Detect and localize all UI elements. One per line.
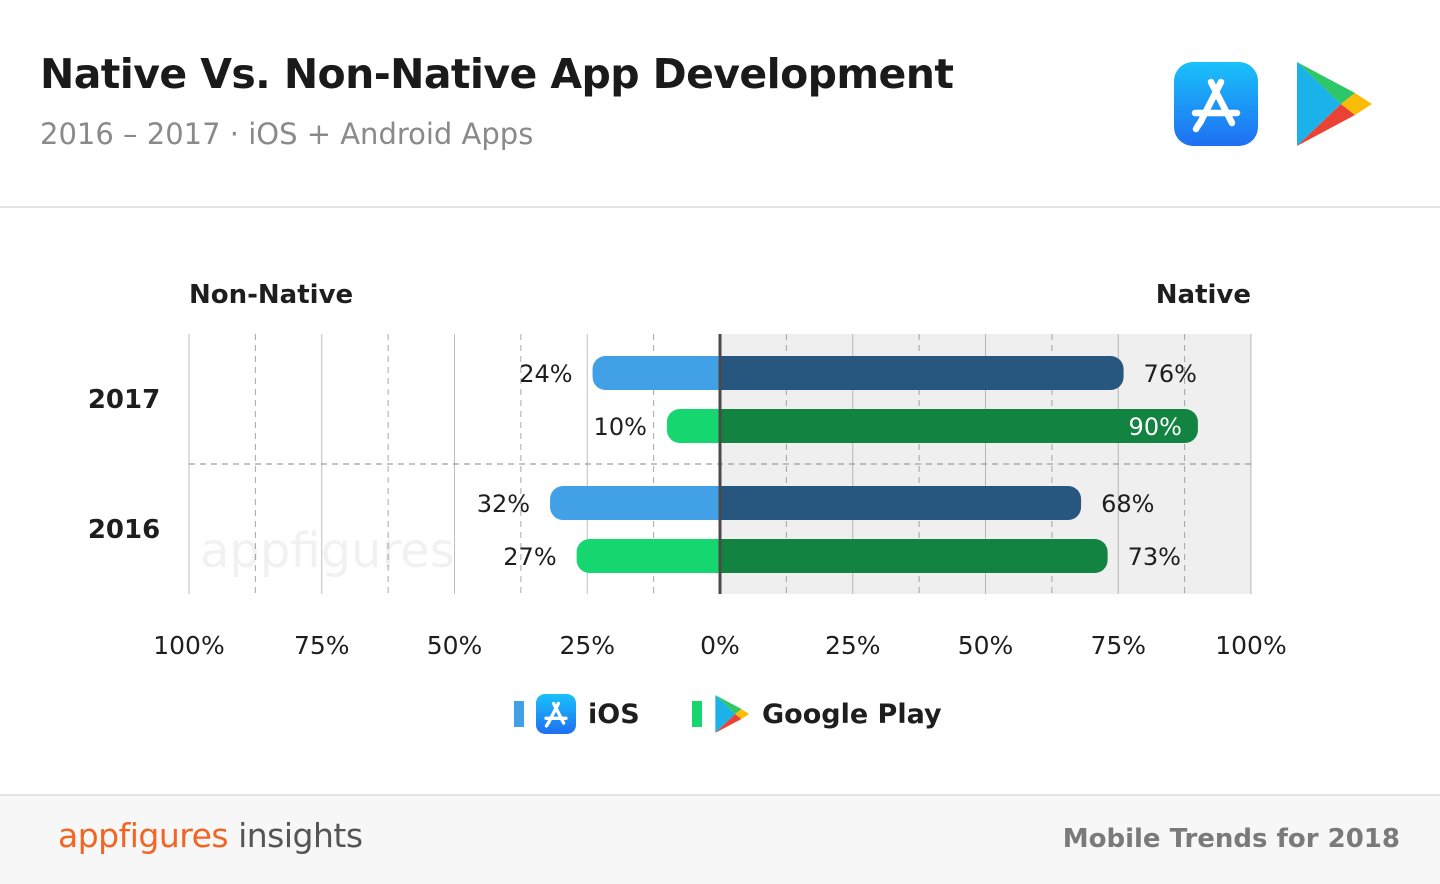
ios-native-bar <box>720 486 1082 520</box>
google-play-non-native-bar <box>576 539 720 573</box>
x-tick-label: 75% <box>294 631 350 660</box>
footer: appfigures insights Mobile Trends for 20… <box>0 796 1440 884</box>
non-native-value-label: 10% <box>594 413 647 441</box>
ios-legend-swatch <box>514 701 524 727</box>
google-play-icon <box>715 695 750 733</box>
brand-logo: appfigures insights <box>58 816 363 855</box>
ios-non-native-bar <box>592 356 720 390</box>
x-tick-label: 50% <box>958 631 1014 660</box>
x-tick-label: 100% <box>1215 631 1286 660</box>
native-label: Native <box>1156 280 1251 310</box>
non-native-value-label: 27% <box>503 543 556 571</box>
ios-native-bar <box>720 356 1124 390</box>
google-play-native-bar <box>720 409 1198 443</box>
header-divider <box>0 206 1440 208</box>
footer-divider <box>0 794 1440 796</box>
report-name: Mobile Trends for 2018 <box>1062 824 1400 854</box>
legend-google-play: Google Play <box>692 694 942 734</box>
x-tick-label: 100% <box>153 631 224 660</box>
x-tick-label: 75% <box>1090 631 1146 660</box>
native-value-label: 76% <box>1144 360 1197 388</box>
brand-suffix: insights <box>228 816 363 855</box>
non-native-label: Non-Native <box>189 280 353 310</box>
legend-ios: iOS <box>514 694 640 734</box>
native-value-label: 90% <box>1129 413 1182 441</box>
year-label: 2017 <box>88 385 160 415</box>
app-store-icon <box>536 694 576 734</box>
native-value-label: 73% <box>1128 543 1181 571</box>
non-native-value-label: 32% <box>477 490 530 518</box>
non-native-value-label: 24% <box>519 360 572 388</box>
native-value-label: 68% <box>1101 490 1154 518</box>
brand-name: appfigures <box>58 816 229 855</box>
x-tick-label: 25% <box>559 631 615 660</box>
legend-google-play-label: Google Play <box>762 698 942 730</box>
google-play-non-native-bar <box>666 409 720 443</box>
x-tick-label: 25% <box>825 631 881 660</box>
app-store-icon <box>1174 62 1258 146</box>
google-play-icon <box>1297 62 1372 146</box>
chart-subtitle: 2016 – 2017 · iOS + Android Apps <box>40 117 534 151</box>
google-play-native-bar <box>720 539 1108 573</box>
year-label: 2016 <box>88 515 160 545</box>
ios-non-native-bar <box>550 486 720 520</box>
chart-title: Native Vs. Non-Native App Development <box>40 50 954 98</box>
watermark: appfigures <box>200 523 455 579</box>
google-play-legend-swatch <box>692 701 702 727</box>
legend-ios-label: iOS <box>588 698 640 730</box>
x-tick-label: 50% <box>427 631 483 660</box>
x-tick-label: 0% <box>700 631 740 660</box>
diverging-bar-chart: appfigures Non-Native Native 100% 75% 50% 25% 0… <box>88 280 1287 660</box>
